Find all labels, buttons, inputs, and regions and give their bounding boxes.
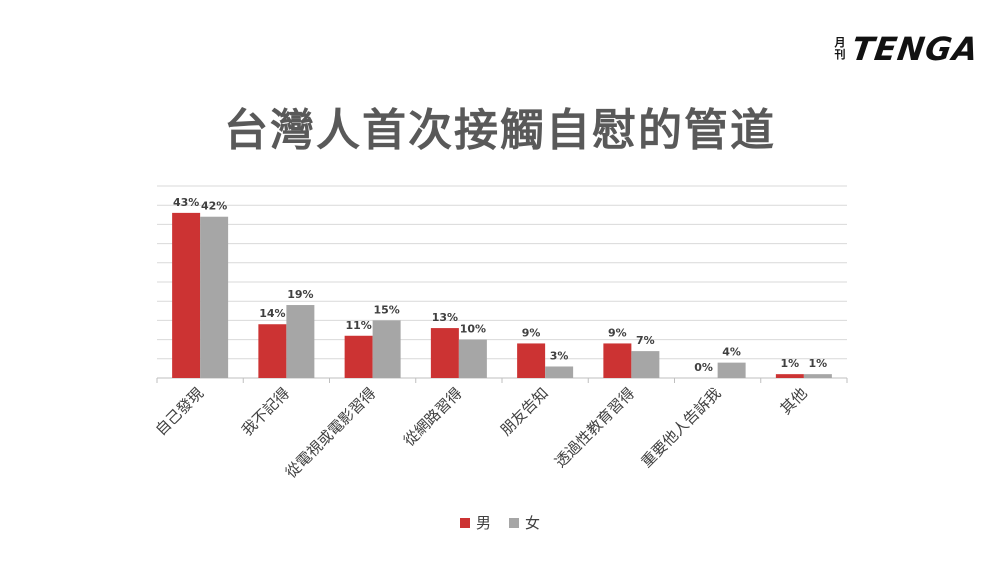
- data-label: 42%: [201, 200, 227, 213]
- bar-female: [545, 366, 574, 378]
- legend-swatch-male: [459, 517, 470, 528]
- category-label: 其他: [777, 384, 811, 418]
- category-label: 重要他人告訴我: [637, 384, 724, 471]
- data-label: 3%: [550, 349, 569, 362]
- data-label: 10%: [460, 323, 486, 336]
- bar-female: [631, 351, 660, 378]
- data-label: 0%: [694, 361, 713, 374]
- logo: 月 刊 TENGA: [835, 30, 981, 68]
- bar-male: [258, 324, 287, 378]
- data-label: 19%: [287, 288, 313, 301]
- legend-swatch-female: [509, 517, 519, 528]
- bar-female: [200, 216, 229, 378]
- category-label: 朋友告知: [497, 384, 552, 439]
- data-label: 4%: [722, 346, 741, 359]
- legend-item-male: 男: [459, 512, 491, 533]
- data-label: 7%: [636, 334, 655, 347]
- data-label: 1%: [809, 357, 828, 370]
- data-label: 1%: [781, 357, 800, 370]
- data-label: 13%: [432, 311, 458, 324]
- data-label: 43%: [173, 196, 199, 209]
- bar-female: [286, 305, 315, 378]
- bar-male: [603, 343, 632, 378]
- category-label: 自己發現: [152, 384, 207, 439]
- legend: 男 女: [0, 512, 1000, 533]
- data-label: 14%: [259, 307, 285, 320]
- logo-small-bottom: 刊: [834, 48, 846, 61]
- data-label: 9%: [522, 326, 541, 339]
- legend-item-female: 女: [509, 512, 540, 533]
- data-label: 15%: [373, 303, 399, 316]
- chart-title: 台灣人首次接觸自慰的管道: [224, 105, 776, 156]
- bar-male: [344, 335, 373, 378]
- bar-male: [775, 374, 804, 378]
- category-label: 從網路習得: [400, 384, 466, 450]
- bar-female: [372, 320, 401, 378]
- data-labels: 43% 42% 14%19% 11%15% 13%10% 9% 3% 9% 7% 0% 4% 1% 1%: [173, 196, 827, 374]
- data-label: 9%: [608, 326, 627, 339]
- legend-label-female: 女: [525, 514, 541, 532]
- data-label: 11%: [345, 319, 371, 332]
- bar-male: [430, 328, 459, 378]
- category-label: 我不記得: [238, 384, 293, 439]
- legend-label-male: 男: [475, 514, 491, 532]
- bar-male: [517, 343, 546, 378]
- logo-small-text: 月 刊: [835, 37, 846, 61]
- category-label: 透過性教育習得: [551, 384, 638, 471]
- bar-male: [172, 212, 201, 378]
- category-label: 從電視或電影習得: [282, 384, 380, 482]
- bar-female: [803, 374, 832, 378]
- bars: [172, 212, 832, 378]
- logo-small-top: 月: [834, 36, 846, 49]
- bar-female: [458, 339, 487, 378]
- bar-female: [717, 362, 746, 378]
